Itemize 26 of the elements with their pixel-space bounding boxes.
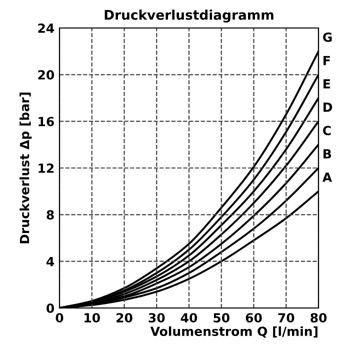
x-tick-label: 30 (148, 313, 165, 323)
y-tick-label: 12 (38, 163, 54, 173)
x-tick-label: 50 (214, 313, 230, 323)
x-tick-label: 20 (116, 313, 132, 323)
x-tick-label: 60 (246, 313, 262, 323)
y-tick-label: 20 (38, 70, 54, 80)
x-tick-label: 40 (180, 313, 198, 323)
x-axis-title: Volumenstrom Q [l/min] (150, 326, 318, 338)
series-label: C (323, 126, 331, 136)
y-tick-label: 0 (46, 303, 54, 313)
x-tick-label: 10 (84, 313, 100, 323)
x-tick-label: 70 (278, 313, 294, 323)
x-tick-label: 0 (56, 313, 64, 323)
series-label: B (324, 149, 332, 158)
y-tick-label: 24 (38, 23, 54, 33)
y-tick-label: 4 (46, 256, 54, 266)
series-label: F (324, 56, 330, 66)
series-label: E (324, 79, 330, 88)
series-label: A (322, 172, 332, 182)
y-axis-title: Druckverlust Δp [bar] (20, 92, 32, 244)
y-tick-label: 16 (38, 116, 54, 126)
x-tick-label: 80 (310, 313, 327, 323)
series-label: D (324, 102, 332, 112)
series-label: G (323, 32, 332, 42)
chart-title: Druckverlustdiagramm (104, 10, 274, 23)
y-tick-label: 8 (46, 210, 54, 220)
